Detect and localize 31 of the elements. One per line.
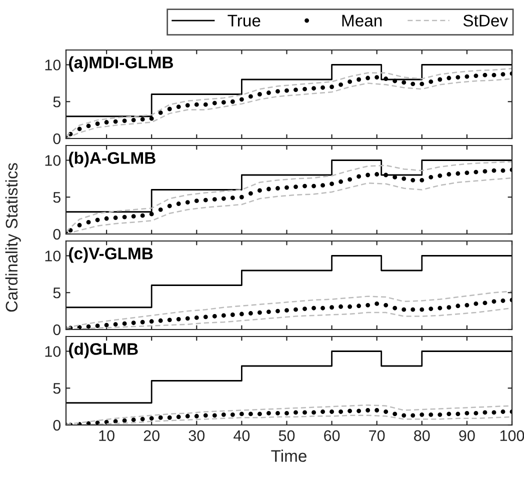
x-axis-title: Time (271, 450, 306, 462)
legend-label: StDev (463, 14, 508, 27)
y-tick-label: 0 (53, 133, 61, 144)
legend-label: Mean (342, 14, 382, 27)
y-tick-label: 10 (45, 60, 61, 70)
x-tick-label: 40 (234, 430, 250, 442)
y-tick-label: 10 (45, 250, 61, 262)
x-tick-label: 50 (278, 430, 295, 442)
chart-title: (d)GLMB (69, 342, 138, 358)
y-tick-label: 10 (45, 346, 61, 357)
y-axis-title: Cardinality Statistics (5, 163, 21, 312)
y-tick-label: 5 (53, 96, 60, 108)
chart-title: (b)A-GLMB (69, 152, 156, 168)
y-tick-label: 0 (53, 324, 61, 336)
y-tick-label: 0 (53, 420, 61, 431)
x-tick-label: 60 (324, 430, 340, 442)
x-tick-label: 10 (99, 430, 114, 442)
legend-label: True (228, 14, 260, 27)
x-tick-label: 20 (144, 430, 160, 442)
y-tick-label: 5 (53, 288, 60, 298)
x-tick-label: 70 (369, 430, 385, 442)
x-tick-label: 90 (459, 430, 475, 442)
y-tick-label: 0 (53, 228, 61, 240)
chart-title: (a)MDI-GLMB (69, 56, 174, 72)
y-tick-label: 5 (53, 383, 60, 394)
x-tick-label: 30 (188, 430, 205, 442)
x-tick-label: 80 (414, 430, 430, 442)
x-tick-label: 100 (500, 430, 524, 442)
y-tick-label: 10 (45, 155, 61, 166)
y-tick-label: 5 (53, 192, 60, 203)
chart-title: (c)V-GLMB (69, 247, 153, 263)
